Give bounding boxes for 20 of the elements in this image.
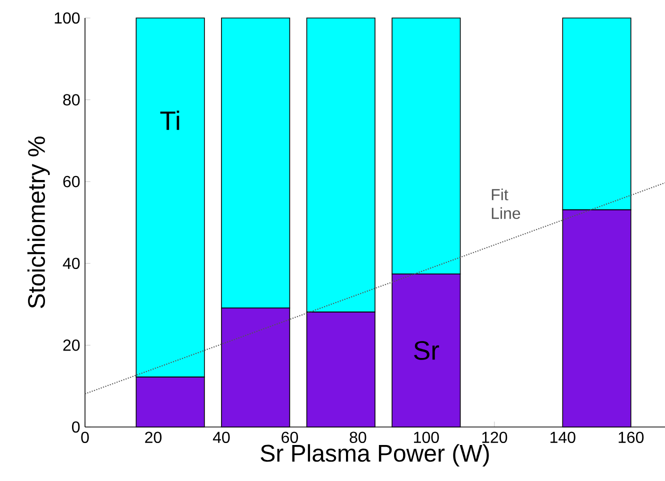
x-tick-label: 20 <box>145 432 162 444</box>
y-tick-label: 40 <box>62 258 80 270</box>
x-tick-label: 120 <box>482 432 508 444</box>
y-tick-label: 60 <box>63 176 80 188</box>
x-tick-label: 60 <box>282 432 298 444</box>
y-tick-label: 20 <box>63 340 80 351</box>
y-tick-label: 0 <box>72 421 80 433</box>
x-tick-label: 0 <box>81 432 89 444</box>
y-axis-title: Stoichiometry % <box>27 136 50 308</box>
series-label: Ti <box>160 110 180 130</box>
series-label: Fit Line <box>492 188 520 219</box>
y-tick-label: 80 <box>63 94 80 106</box>
x-tick-label: 140 <box>550 432 576 444</box>
x-tick-label: 80 <box>350 432 366 444</box>
y-tick-label: 100 <box>54 12 80 24</box>
x-tick-label: 40 <box>212 432 230 444</box>
series-label: Sr <box>414 341 440 360</box>
x-tick-label: 160 <box>618 432 644 444</box>
x-axis-title: Sr Plasma Power (W) <box>260 444 489 467</box>
x-tick-label: 100 <box>414 432 439 444</box>
